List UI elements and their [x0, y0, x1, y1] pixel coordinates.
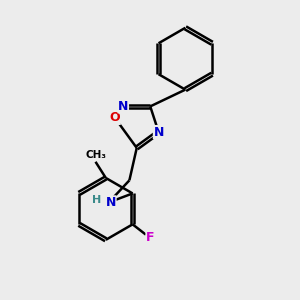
- Text: F: F: [146, 230, 154, 244]
- Text: O: O: [110, 111, 120, 124]
- Text: H: H: [92, 195, 101, 205]
- Text: N: N: [106, 196, 116, 209]
- Text: N: N: [118, 100, 128, 113]
- Text: N: N: [153, 126, 164, 139]
- Text: CH₃: CH₃: [85, 150, 106, 160]
